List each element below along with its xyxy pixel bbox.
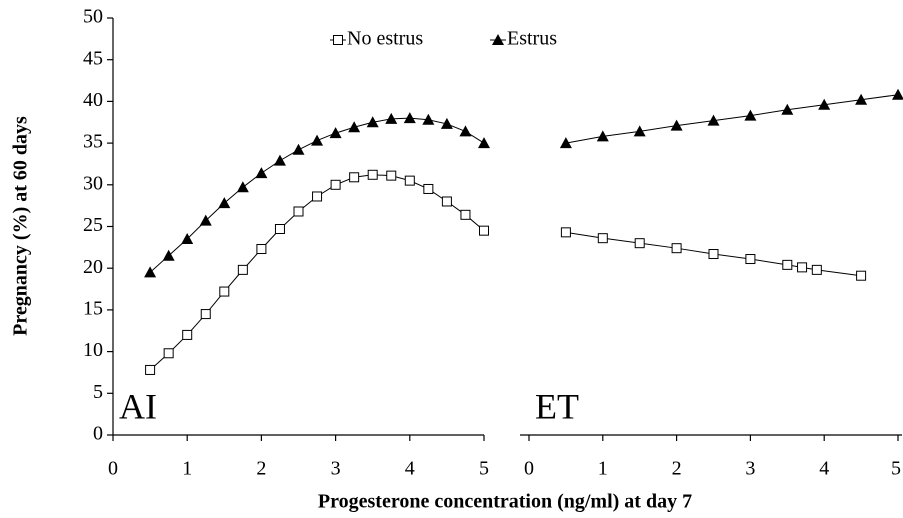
marker bbox=[349, 172, 360, 183]
marker bbox=[311, 134, 324, 146]
x-tick-label: 1 bbox=[598, 458, 608, 480]
x-tick-label: 0 bbox=[524, 458, 534, 480]
marker bbox=[634, 238, 645, 249]
x-tick-label: 1 bbox=[182, 458, 192, 480]
marker bbox=[218, 197, 231, 209]
y-tick-label: 30 bbox=[83, 172, 103, 194]
x-tick-label: 5 bbox=[891, 458, 901, 480]
marker bbox=[367, 169, 378, 180]
y-tick-label: 10 bbox=[83, 339, 103, 361]
series-line bbox=[565, 231, 862, 277]
marker bbox=[293, 206, 304, 217]
marker bbox=[441, 196, 452, 207]
marker bbox=[597, 233, 608, 244]
x-tick-label: 2 bbox=[256, 458, 266, 480]
marker bbox=[348, 121, 361, 133]
marker bbox=[163, 348, 174, 359]
marker bbox=[422, 113, 435, 125]
y-tick-label: 45 bbox=[83, 47, 103, 69]
marker bbox=[181, 233, 194, 245]
y-tick-label: 40 bbox=[83, 89, 103, 111]
y-tick-label: 20 bbox=[83, 256, 103, 278]
marker bbox=[273, 154, 286, 166]
legend-marker bbox=[492, 34, 504, 45]
marker bbox=[219, 286, 230, 297]
marker bbox=[385, 112, 398, 124]
marker bbox=[670, 119, 683, 131]
marker bbox=[745, 254, 756, 265]
marker bbox=[818, 98, 831, 110]
y-tick-label: 50 bbox=[83, 6, 103, 28]
marker bbox=[403, 112, 416, 124]
panel-label: ET bbox=[535, 386, 579, 426]
x-axis-label: Progesterone concentration (ng/ml) at da… bbox=[318, 491, 692, 513]
marker bbox=[404, 175, 415, 186]
y-tick-label: 0 bbox=[93, 423, 103, 445]
y-axis-label: Pregnancy (%) at 60 days bbox=[10, 116, 32, 336]
marker bbox=[671, 243, 682, 254]
marker bbox=[856, 270, 867, 281]
x-tick-label: 0 bbox=[108, 458, 118, 480]
marker bbox=[386, 170, 397, 181]
marker bbox=[811, 264, 822, 275]
marker bbox=[797, 262, 808, 273]
marker bbox=[596, 130, 609, 142]
marker bbox=[459, 125, 472, 137]
marker bbox=[440, 117, 453, 129]
x-tick-label: 5 bbox=[479, 458, 489, 480]
marker bbox=[182, 329, 193, 340]
marker bbox=[479, 225, 489, 236]
marker bbox=[560, 227, 571, 238]
x-tick-label: 2 bbox=[672, 458, 682, 480]
marker bbox=[200, 309, 211, 320]
marker bbox=[855, 93, 868, 105]
legend-label: Estrus bbox=[507, 28, 557, 50]
legend-label: No estrus bbox=[347, 28, 423, 50]
marker bbox=[478, 137, 490, 149]
marker bbox=[255, 167, 268, 179]
panel-label: AI bbox=[119, 386, 157, 426]
x-tick-label: 4 bbox=[405, 458, 415, 480]
marker bbox=[236, 181, 249, 193]
y-tick-label: 25 bbox=[83, 214, 103, 236]
y-tick-label: 35 bbox=[83, 131, 103, 153]
marker bbox=[312, 191, 323, 202]
marker bbox=[274, 224, 285, 235]
marker bbox=[892, 88, 903, 100]
marker bbox=[162, 249, 175, 261]
marker bbox=[256, 244, 267, 255]
marker bbox=[708, 249, 719, 260]
marker bbox=[199, 214, 212, 226]
marker bbox=[144, 266, 157, 278]
series-line bbox=[149, 174, 485, 371]
marker bbox=[707, 114, 720, 126]
y-tick-label: 5 bbox=[93, 381, 103, 403]
x-tick-label: 3 bbox=[331, 458, 341, 480]
marker bbox=[329, 127, 342, 139]
legend-marker bbox=[333, 35, 343, 45]
marker bbox=[559, 137, 572, 149]
marker bbox=[782, 259, 793, 270]
marker bbox=[366, 116, 379, 128]
marker bbox=[781, 103, 794, 115]
marker bbox=[237, 264, 248, 275]
marker bbox=[423, 183, 434, 194]
marker bbox=[145, 364, 156, 375]
marker bbox=[744, 109, 757, 121]
marker bbox=[633, 125, 646, 137]
y-tick-label: 15 bbox=[83, 297, 103, 319]
marker bbox=[460, 209, 471, 220]
x-tick-label: 3 bbox=[745, 458, 755, 480]
marker bbox=[330, 179, 341, 190]
series-line bbox=[565, 94, 899, 144]
marker bbox=[292, 143, 305, 155]
x-tick-label: 4 bbox=[819, 458, 829, 480]
